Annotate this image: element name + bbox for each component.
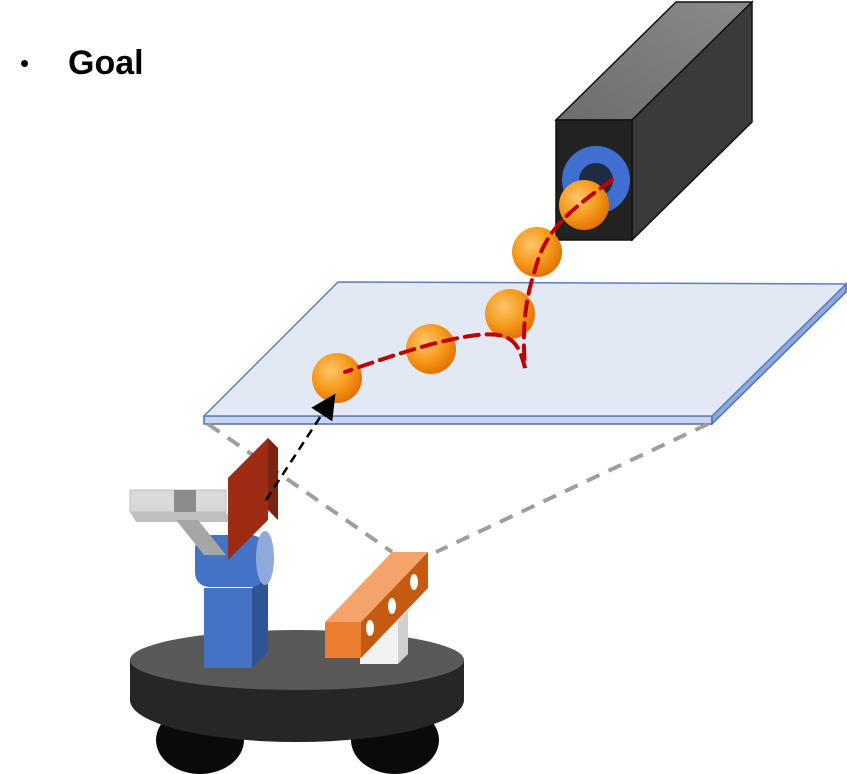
ball-sequence	[312, 180, 609, 403]
ball-trajectory	[343, 178, 614, 374]
robot-icon	[129, 438, 464, 774]
sensor-bar-top	[325, 552, 428, 622]
arm-column-side	[252, 572, 268, 668]
sensor-icon	[325, 552, 428, 664]
ball-icon	[485, 289, 535, 339]
arm-column	[204, 588, 252, 668]
sensor-lens	[388, 598, 396, 614]
sensor-lens	[410, 574, 418, 590]
ball-icon	[406, 324, 456, 374]
arm-joint-end	[256, 531, 274, 585]
arm-bracket-bottom	[130, 512, 232, 522]
ball-icon	[312, 353, 362, 403]
bullet-marker: •	[20, 47, 30, 78]
sensor-view-lines	[206, 422, 709, 554]
sensor-bar-front	[325, 622, 361, 658]
base-top	[130, 630, 464, 690]
ball-icon	[559, 180, 609, 230]
hit-arrow	[264, 393, 336, 501]
arm-link	[176, 520, 226, 555]
goal-bullet: • Goal	[20, 38, 144, 88]
sensor-stand-side	[398, 610, 408, 664]
goal-title: Goal	[68, 43, 144, 82]
table-front-edge	[203, 415, 713, 425]
sensor-lens	[366, 620, 374, 636]
paddle-icon	[228, 438, 278, 560]
